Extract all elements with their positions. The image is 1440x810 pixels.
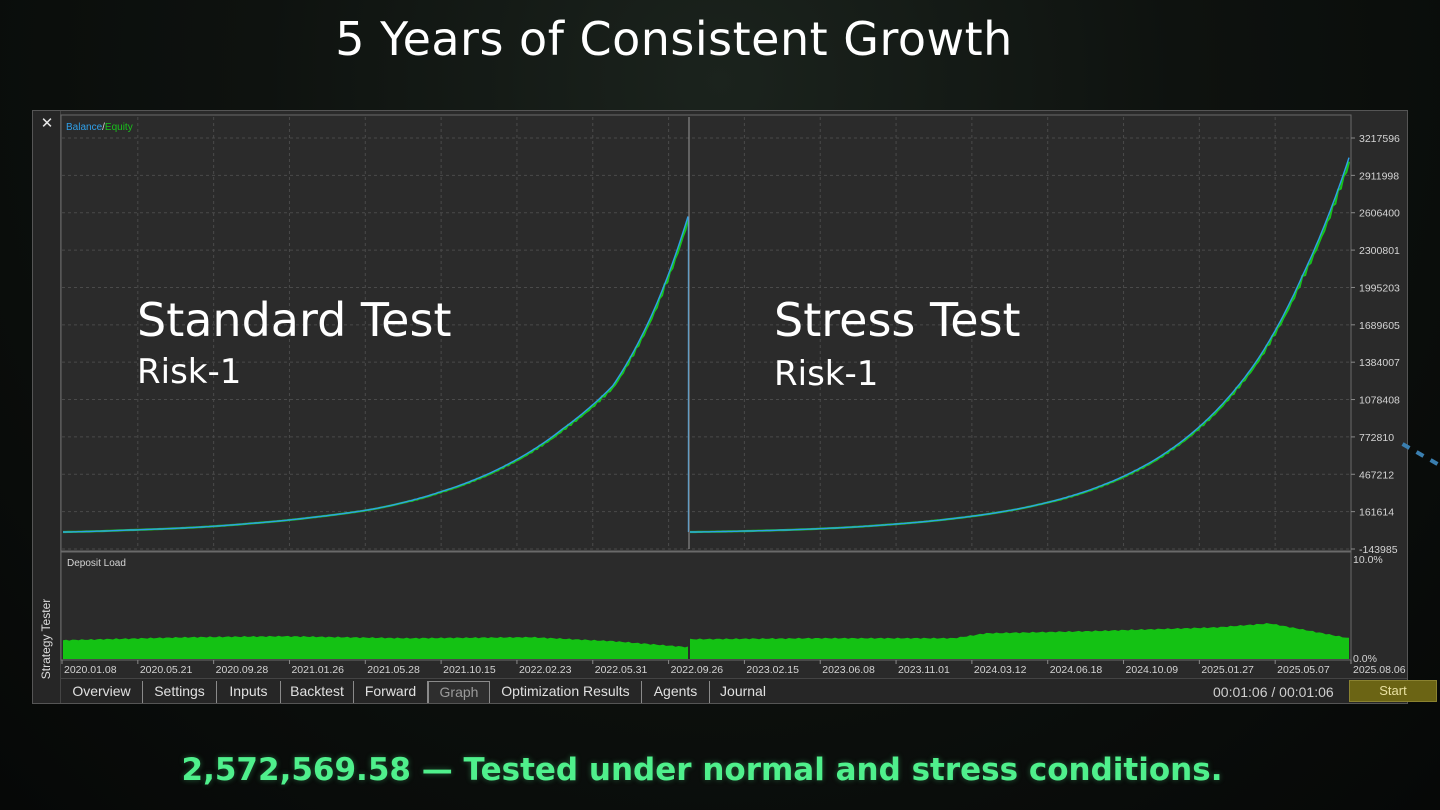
balance-equity-chart: 3217596 2911998 2606400 2300801 1995203 16896… [60, 114, 1406, 676]
chart-legend: Balance/Equity [66, 122, 133, 133]
y-tick-label: -143985 [1359, 544, 1398, 556]
tab-overview[interactable]: Overview [61, 681, 143, 703]
decorative-dashes [1401, 442, 1439, 466]
deposit-load-tick-label: 10.0% [1353, 554, 1383, 566]
grid-lines [62, 117, 1350, 550]
x-tick-label: 2023.11.01 [898, 664, 950, 676]
x-tick-label: 2022.09.26 [671, 664, 724, 676]
x-tick-label: 2020.01.08 [64, 664, 117, 676]
legend-balance: Balance [66, 122, 103, 133]
deposit-load-area-fill [690, 623, 1349, 659]
y-tick-label: 467212 [1359, 469, 1394, 481]
y-tick-label: 161614 [1359, 507, 1394, 519]
y-tick-label: 1689605 [1359, 320, 1400, 332]
deposit-load-ticks: 10.0% 0.0% [1353, 554, 1383, 665]
x-tick-label: 2024.10.09 [1126, 664, 1179, 676]
x-tick-label: 2021.05.28 [367, 664, 420, 676]
main-chart-area [60, 114, 1352, 552]
x-tick-label: 2023.06.08 [822, 664, 875, 676]
strategy-tester-window: ✕ Strategy Tester 3217596 2911998 2606400 2… [32, 110, 1437, 704]
tab-backtest[interactable]: Backtest [281, 681, 354, 703]
legend-equity: Equity [105, 122, 133, 133]
x-tick-label: 2021.01.26 [291, 664, 344, 676]
x-tick-label: 2022.05.31 [595, 664, 648, 676]
x-tick-label: 2024.03.12 [974, 664, 1027, 676]
y-tick-label: 772810 [1359, 432, 1394, 444]
y-tick-label: 2606400 [1359, 208, 1400, 220]
tab-agents[interactable]: Agents [642, 681, 710, 703]
y-tick-label: 3217596 [1359, 133, 1400, 145]
deposit-load-area-fill [63, 635, 688, 659]
tester-tabs-bar: Overview Settings Inputs Backtest Forwar… [61, 678, 1437, 703]
panel-standard-subtitle: Risk-1 [137, 352, 241, 392]
x-tick-label: 2020.05.21 [140, 664, 193, 676]
panel-standard-title: Standard Test [137, 293, 451, 347]
y-tick-label: 1995203 [1359, 282, 1400, 294]
y-tick-label: 1078408 [1359, 395, 1400, 407]
tab-journal[interactable]: Journal [720, 683, 766, 699]
close-icon[interactable]: ✕ [40, 114, 54, 132]
panel-stress-title: Stress Test [774, 293, 1021, 347]
y-tick-label: 1384007 [1359, 357, 1400, 369]
deposit-load-series [63, 623, 1349, 659]
x-tick-label: 2023.02.15 [746, 664, 799, 676]
y-tick-label: 2911998 [1359, 170, 1399, 182]
balance-line [63, 216, 689, 533]
x-tick-label: 2020.09.28 [216, 664, 269, 676]
x-axis-ticks: 2020.01.08 2020.05.21 2020.09.28 2021.01.26… [61, 660, 1406, 676]
x-tick-label: 2022.02.23 [519, 664, 572, 676]
tab-settings[interactable]: Settings [143, 681, 217, 703]
tab-optimization-results[interactable]: Optimization Results [490, 681, 642, 703]
x-tick-label: 2025.08.06 [1353, 664, 1406, 676]
deposit-load-tick-label: 0.0% [1353, 653, 1377, 665]
start-button[interactable]: Start [1349, 680, 1437, 702]
legend-separator: / [102, 122, 105, 133]
elapsed-timer: 00:01:06 / 00:01:06 [1213, 684, 1334, 700]
x-tick-label: 2025.05.07 [1277, 664, 1330, 676]
page-title: 5 Years of Consistent Growth [335, 12, 1013, 66]
y-tick-label: 2300801 [1359, 245, 1400, 257]
y-axis-ticks: 3217596 2911998 2606400 2300801 1995203 16896… [1351, 133, 1400, 556]
balance-line [690, 157, 1350, 533]
tab-inputs[interactable]: Inputs [217, 681, 281, 703]
tab-forward[interactable]: Forward [354, 681, 428, 703]
deposit-load-label: Deposit Load [67, 558, 126, 569]
x-tick-label: 2021.10.15 [443, 664, 496, 676]
footer-caption: 2,572,569.58 — Tested under normal and s… [181, 752, 1223, 788]
panel-stress-subtitle: Risk-1 [774, 354, 878, 394]
x-tick-label: 2025.01.27 [1201, 664, 1254, 676]
tab-graph[interactable]: Graph [428, 681, 490, 703]
x-tick-label: 2024.06.18 [1050, 664, 1103, 676]
